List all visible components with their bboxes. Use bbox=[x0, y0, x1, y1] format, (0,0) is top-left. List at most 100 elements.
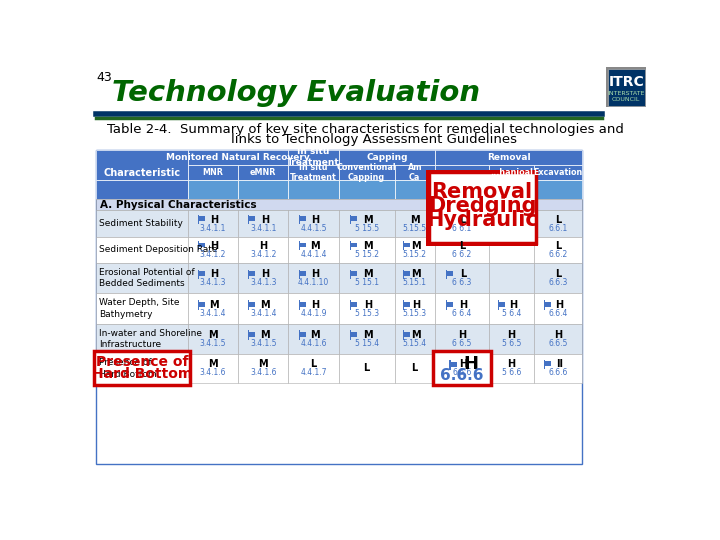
Bar bbox=[188, 294, 238, 325]
Text: H: H bbox=[508, 359, 516, 369]
Bar bbox=[435, 165, 489, 180]
Bar bbox=[96, 354, 188, 383]
Bar bbox=[489, 180, 534, 199]
Bar bbox=[433, 351, 492, 385]
Bar bbox=[299, 269, 300, 279]
Bar bbox=[188, 150, 289, 165]
Bar bbox=[608, 69, 645, 106]
Text: 6.6.4: 6.6.4 bbox=[549, 309, 568, 318]
Text: 4.4.1.9: 4.4.1.9 bbox=[300, 309, 327, 318]
Bar bbox=[489, 325, 534, 354]
Bar bbox=[447, 302, 453, 307]
Bar bbox=[402, 241, 404, 251]
Bar bbox=[351, 242, 357, 247]
Text: H: H bbox=[556, 300, 564, 310]
Bar bbox=[199, 302, 205, 307]
Text: H: H bbox=[458, 330, 466, 340]
Text: Characteristic: Characteristic bbox=[104, 167, 181, 178]
Bar bbox=[96, 180, 188, 199]
Text: Presence of: Presence of bbox=[96, 355, 188, 369]
Bar bbox=[544, 360, 545, 369]
Text: A. Physical Characteristics: A. Physical Characteristics bbox=[100, 200, 257, 210]
Bar bbox=[534, 210, 582, 237]
Bar bbox=[544, 302, 551, 307]
Text: 3.4.1.3: 3.4.1.3 bbox=[250, 278, 276, 287]
Bar bbox=[188, 325, 238, 354]
Bar bbox=[395, 325, 435, 354]
Text: H: H bbox=[210, 241, 218, 251]
Text: 6.6.6: 6.6.6 bbox=[440, 368, 484, 383]
Bar bbox=[289, 354, 339, 383]
Text: M: M bbox=[260, 330, 269, 340]
Bar bbox=[198, 300, 199, 309]
Text: L: L bbox=[364, 363, 370, 373]
Text: Hard Bottom: Hard Bottom bbox=[92, 367, 192, 381]
Text: 5 15.1: 5 15.1 bbox=[355, 278, 379, 287]
Text: M: M bbox=[210, 300, 219, 310]
Bar bbox=[188, 180, 238, 199]
Text: M: M bbox=[364, 330, 373, 340]
Bar bbox=[96, 199, 582, 211]
Text: L: L bbox=[460, 269, 467, 279]
Text: 5.15.3: 5.15.3 bbox=[402, 309, 427, 318]
Text: INTERSTATE
COUNCIL: INTERSTATE COUNCIL bbox=[608, 91, 645, 102]
Bar bbox=[188, 165, 238, 180]
Text: 6 6.4: 6 6.4 bbox=[452, 309, 472, 318]
Text: M: M bbox=[364, 269, 373, 279]
Text: Capping: Capping bbox=[366, 153, 408, 161]
Text: Removal: Removal bbox=[431, 182, 533, 202]
Bar bbox=[299, 330, 300, 340]
Bar bbox=[395, 237, 435, 262]
Bar bbox=[446, 300, 447, 309]
Bar bbox=[339, 210, 395, 237]
Bar bbox=[489, 237, 534, 262]
Bar bbox=[289, 237, 339, 262]
Bar bbox=[428, 172, 536, 244]
Text: M: M bbox=[208, 330, 217, 340]
Text: ...hanioal: ...hanioal bbox=[490, 168, 533, 177]
Bar bbox=[289, 262, 339, 294]
Text: 6.6.6: 6.6.6 bbox=[549, 368, 568, 377]
Bar bbox=[96, 210, 188, 237]
Bar bbox=[238, 180, 289, 199]
Bar bbox=[447, 361, 453, 366]
Bar bbox=[489, 262, 534, 294]
Text: 43: 43 bbox=[96, 71, 112, 84]
Text: 5 15.4: 5 15.4 bbox=[355, 339, 379, 348]
Text: H: H bbox=[259, 241, 267, 251]
Text: L: L bbox=[459, 214, 465, 225]
Text: 6.6.1: 6.6.1 bbox=[549, 224, 568, 233]
Bar bbox=[403, 242, 410, 247]
Text: M: M bbox=[208, 359, 217, 369]
Text: 4.4.1.7: 4.4.1.7 bbox=[300, 368, 327, 377]
Text: H: H bbox=[311, 214, 319, 225]
Text: MNR: MNR bbox=[202, 168, 223, 177]
Bar bbox=[402, 269, 404, 279]
Text: Sediment Stability: Sediment Stability bbox=[99, 219, 183, 228]
Text: 5.15.2: 5.15.2 bbox=[402, 249, 427, 259]
Bar bbox=[249, 302, 256, 307]
Bar bbox=[350, 241, 351, 251]
Text: 6 6.5: 6 6.5 bbox=[452, 339, 472, 348]
Text: 3.4.1.5: 3.4.1.5 bbox=[199, 339, 226, 348]
Text: Removal: Removal bbox=[487, 153, 531, 161]
Bar bbox=[606, 67, 647, 107]
Text: H: H bbox=[311, 300, 319, 310]
Text: 6.6.3: 6.6.3 bbox=[549, 278, 568, 287]
Bar bbox=[238, 354, 289, 383]
Bar bbox=[96, 262, 188, 294]
Text: 5.15.4: 5.15.4 bbox=[402, 339, 427, 348]
Bar bbox=[435, 354, 489, 383]
Bar bbox=[188, 262, 238, 294]
Text: H: H bbox=[554, 330, 562, 340]
Bar bbox=[450, 362, 457, 367]
Text: H: H bbox=[413, 300, 420, 310]
Text: 3.4.1.2: 3.4.1.2 bbox=[250, 249, 276, 259]
Text: M: M bbox=[411, 330, 421, 340]
Text: 6 6.2: 6 6.2 bbox=[452, 249, 472, 259]
Text: 6.6.6: 6.6.6 bbox=[452, 368, 472, 377]
Text: M: M bbox=[364, 214, 373, 225]
Text: H: H bbox=[464, 355, 478, 373]
Text: M: M bbox=[310, 241, 320, 251]
Text: M: M bbox=[411, 269, 421, 279]
